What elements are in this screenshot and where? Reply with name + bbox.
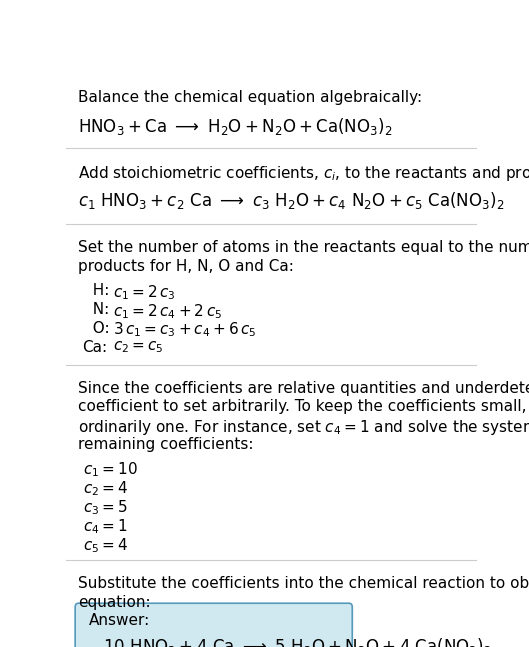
Text: Answer:: Answer: xyxy=(89,613,150,628)
Text: products for H, N, O and Ca:: products for H, N, O and Ca: xyxy=(78,259,294,274)
Text: Substitute the coefficients into the chemical reaction to obtain the balanced: Substitute the coefficients into the che… xyxy=(78,576,529,591)
Text: coefficient to set arbitrarily. To keep the coefficients small, the arbitrary va: coefficient to set arbitrarily. To keep … xyxy=(78,399,529,415)
Text: $c_4 = 1$: $c_4 = 1$ xyxy=(83,517,127,536)
Text: $c_3 = 5$: $c_3 = 5$ xyxy=(83,498,127,517)
Text: remaining coefficients:: remaining coefficients: xyxy=(78,437,254,452)
Text: ordinarily one. For instance, set $c_4 = 1$ and solve the system of equations fo: ordinarily one. For instance, set $c_4 =… xyxy=(78,419,529,437)
Text: O:: O: xyxy=(83,321,109,336)
Text: $\mathrm{HNO_3 + Ca \ \longrightarrow \ H_2O + N_2O + Ca(NO_3)_2}$: $\mathrm{HNO_3 + Ca \ \longrightarrow \ … xyxy=(78,116,393,137)
Text: Since the coefficients are relative quantities and underdetermined, choose a: Since the coefficients are relative quan… xyxy=(78,380,529,395)
Text: H:: H: xyxy=(83,283,109,298)
Text: $3\,c_1 = c_3 + c_4 + 6\,c_5$: $3\,c_1 = c_3 + c_4 + 6\,c_5$ xyxy=(113,321,257,340)
Text: $c_1 = 2\,c_4 + 2\,c_5$: $c_1 = 2\,c_4 + 2\,c_5$ xyxy=(113,302,223,320)
Text: $c_1 = 10$: $c_1 = 10$ xyxy=(83,460,137,479)
Text: Add stoichiometric coefficients, $c_i$, to the reactants and products:: Add stoichiometric coefficients, $c_i$, … xyxy=(78,164,529,183)
Text: Ca:: Ca: xyxy=(83,340,107,355)
FancyBboxPatch shape xyxy=(75,603,352,647)
Text: Balance the chemical equation algebraically:: Balance the chemical equation algebraica… xyxy=(78,90,423,105)
Text: $c_1\ \mathrm{HNO_3} + c_2\ \mathrm{Ca}\ \longrightarrow \ c_3\ \mathrm{H_2O} + : $c_1\ \mathrm{HNO_3} + c_2\ \mathrm{Ca}\… xyxy=(78,190,505,211)
Text: $c_5 = 4$: $c_5 = 4$ xyxy=(83,536,127,554)
Text: Set the number of atoms in the reactants equal to the number of atoms in the: Set the number of atoms in the reactants… xyxy=(78,240,529,255)
Text: $c_1 = 2\,c_3$: $c_1 = 2\,c_3$ xyxy=(113,283,176,302)
Text: N:: N: xyxy=(83,302,109,317)
Text: $\mathrm{10\ HNO_3 + 4\ Ca}\ \longrightarrow \ \mathrm{5\ H_2O + N_2O + 4\ Ca(NO: $\mathrm{10\ HNO_3 + 4\ Ca}\ \longrighta… xyxy=(103,636,492,647)
Text: $c_2 = c_5$: $c_2 = c_5$ xyxy=(113,340,164,355)
Text: equation:: equation: xyxy=(78,595,151,609)
Text: $c_2 = 4$: $c_2 = 4$ xyxy=(83,479,127,498)
